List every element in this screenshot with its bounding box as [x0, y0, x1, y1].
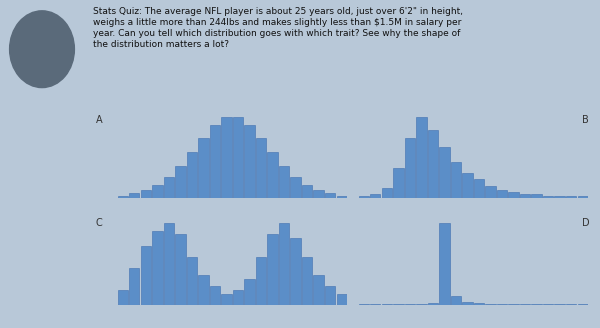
Text: Stats Quiz: The average NFL player is about 25 years old, just over 6'2" in heig: Stats Quiz: The average NFL player is ab… — [93, 7, 463, 49]
Bar — [404, 138, 415, 198]
Bar — [382, 304, 392, 305]
Bar — [175, 166, 185, 198]
Bar — [554, 304, 565, 305]
Bar — [520, 194, 530, 198]
Bar — [474, 179, 484, 198]
Bar — [543, 304, 553, 305]
Bar — [129, 193, 139, 198]
Bar — [313, 190, 324, 198]
Bar — [152, 231, 163, 305]
Bar — [508, 192, 519, 198]
Bar — [485, 304, 496, 305]
Circle shape — [10, 11, 74, 88]
Bar — [140, 190, 151, 198]
Bar — [497, 190, 507, 198]
Bar — [382, 188, 392, 198]
Bar — [508, 304, 519, 305]
Bar — [302, 257, 313, 305]
Bar — [337, 196, 347, 198]
Bar — [175, 234, 185, 305]
Text: B: B — [582, 115, 589, 125]
Bar — [393, 168, 404, 198]
Bar — [244, 125, 254, 198]
Bar — [451, 162, 461, 198]
Bar — [393, 304, 404, 305]
Bar — [404, 304, 415, 305]
Bar — [164, 223, 174, 305]
Bar — [118, 196, 128, 198]
Bar — [578, 304, 588, 305]
Text: A: A — [96, 115, 103, 125]
Bar — [198, 138, 209, 198]
Bar — [451, 296, 461, 305]
Bar — [290, 176, 301, 198]
Text: C: C — [96, 218, 103, 228]
Bar — [279, 223, 289, 305]
Bar — [337, 294, 347, 305]
Bar — [233, 290, 243, 305]
Bar — [532, 194, 542, 198]
Bar — [313, 275, 324, 305]
Bar — [520, 304, 530, 305]
Bar — [129, 268, 139, 305]
Bar — [325, 193, 335, 198]
Bar — [164, 176, 174, 198]
Bar — [268, 152, 278, 198]
Bar — [256, 138, 266, 198]
Bar — [532, 304, 542, 305]
Bar — [279, 166, 289, 198]
Bar — [221, 294, 232, 305]
Bar — [439, 223, 449, 305]
Bar — [187, 152, 197, 198]
Bar — [578, 196, 588, 198]
Bar — [543, 196, 553, 198]
Bar — [370, 194, 380, 198]
Bar — [302, 185, 313, 198]
Bar — [290, 238, 301, 305]
Bar — [325, 286, 335, 305]
Bar — [140, 246, 151, 305]
Bar — [198, 275, 209, 305]
Bar — [370, 304, 380, 305]
Bar — [428, 303, 438, 305]
Bar — [428, 130, 438, 198]
Bar — [233, 116, 243, 198]
Bar — [485, 186, 496, 198]
Bar — [439, 147, 449, 198]
Bar — [462, 302, 473, 305]
Bar — [497, 304, 507, 305]
Bar — [416, 116, 427, 198]
Bar — [554, 196, 565, 198]
Bar — [359, 196, 369, 198]
Bar — [152, 185, 163, 198]
Text: D: D — [582, 218, 590, 228]
Bar — [256, 257, 266, 305]
Bar — [210, 286, 220, 305]
Bar — [221, 116, 232, 198]
Bar — [244, 279, 254, 305]
Bar — [416, 304, 427, 305]
Bar — [210, 125, 220, 198]
Bar — [359, 304, 369, 305]
Bar — [268, 234, 278, 305]
Bar — [187, 257, 197, 305]
Bar — [474, 303, 484, 305]
Bar — [566, 304, 577, 305]
Bar — [118, 290, 128, 305]
Bar — [462, 173, 473, 198]
Bar — [566, 196, 577, 198]
